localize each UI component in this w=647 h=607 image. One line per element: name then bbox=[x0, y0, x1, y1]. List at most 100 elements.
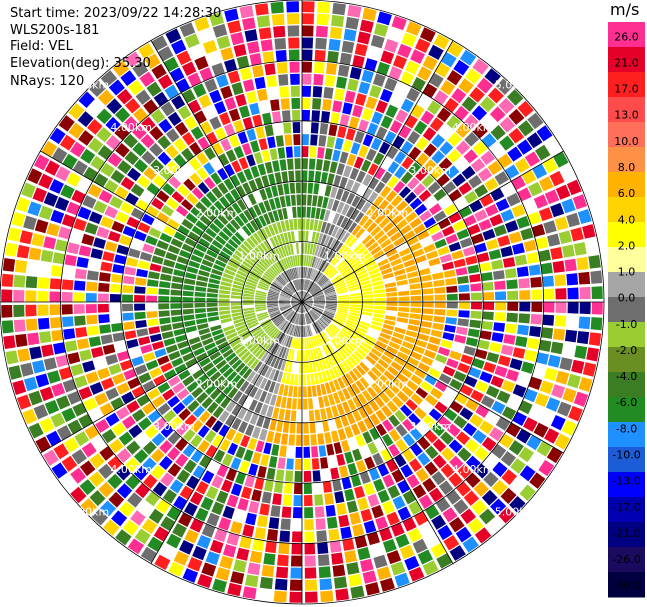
velocity-gate bbox=[238, 267, 250, 275]
velocity-gate bbox=[270, 265, 279, 276]
velocity-gate bbox=[158, 295, 170, 302]
velocity-gate bbox=[91, 509, 109, 526]
velocity-gate bbox=[268, 517, 280, 530]
velocity-gate bbox=[29, 346, 43, 360]
velocity-gate bbox=[382, 272, 394, 280]
velocity-gate bbox=[267, 306, 279, 310]
velocity-gate bbox=[259, 100, 270, 113]
velocity-gate bbox=[271, 444, 280, 456]
velocity-gate bbox=[441, 225, 455, 237]
range-ring-label: 2.00km bbox=[367, 377, 409, 390]
velocity-gate bbox=[470, 283, 482, 292]
velocity-gate bbox=[292, 206, 297, 218]
velocity-gate bbox=[469, 413, 484, 428]
colorbar-tick-label: -10.0 bbox=[612, 448, 640, 461]
velocity-gate bbox=[180, 198, 194, 211]
velocity-gate bbox=[346, 254, 357, 264]
velocity-gate bbox=[173, 231, 187, 242]
velocity-gate bbox=[362, 133, 374, 147]
velocity-gate bbox=[542, 314, 555, 326]
velocity-gate bbox=[47, 370, 61, 384]
velocity-gate bbox=[342, 344, 353, 355]
velocity-gate bbox=[204, 78, 218, 93]
velocity-gate bbox=[303, 458, 311, 470]
velocity-gate bbox=[388, 443, 401, 457]
velocity-gate bbox=[286, 270, 292, 281]
velocity-gate bbox=[271, 111, 282, 124]
velocity-gate bbox=[479, 262, 492, 272]
velocity-gate bbox=[391, 15, 407, 31]
velocity-gate bbox=[572, 194, 588, 210]
velocity-gate bbox=[308, 311, 316, 322]
velocity-gate bbox=[201, 259, 214, 268]
velocity-gate bbox=[317, 274, 326, 284]
velocity-gate bbox=[212, 23, 228, 38]
velocity-gate bbox=[211, 328, 224, 337]
velocity-gate bbox=[361, 311, 373, 317]
velocity-gate bbox=[171, 275, 184, 284]
velocity-gate bbox=[291, 361, 296, 373]
velocity-gate bbox=[474, 527, 492, 544]
velocity-gate bbox=[431, 423, 445, 437]
velocity-gate bbox=[344, 426, 354, 439]
velocity-gate bbox=[277, 147, 286, 159]
velocity-gate bbox=[75, 326, 88, 338]
velocity-gate bbox=[323, 286, 334, 292]
velocity-gate bbox=[302, 302, 310, 311]
velocity-gate bbox=[244, 423, 255, 437]
velocity-gate bbox=[115, 143, 130, 158]
velocity-gate bbox=[107, 230, 121, 243]
velocity-gate bbox=[303, 279, 306, 291]
colorbar-tick-label: 13.0 bbox=[614, 109, 639, 122]
velocity-gate bbox=[397, 312, 409, 318]
velocity-gate bbox=[285, 146, 293, 158]
velocity-gate bbox=[105, 387, 120, 401]
velocity-gate bbox=[322, 331, 330, 342]
velocity-gate bbox=[533, 422, 549, 438]
velocity-gate bbox=[390, 522, 405, 537]
velocity-gate bbox=[161, 204, 174, 217]
velocity-gate bbox=[306, 337, 310, 349]
velocity-gate bbox=[23, 215, 37, 231]
velocity-gate bbox=[446, 293, 458, 301]
velocity-gate bbox=[324, 265, 334, 275]
velocity-gate bbox=[236, 171, 247, 184]
velocity-gate bbox=[248, 463, 259, 476]
velocity-gate bbox=[265, 325, 276, 334]
velocity-gate bbox=[66, 172, 81, 187]
velocity-gate bbox=[254, 526, 267, 540]
velocity-gate bbox=[369, 324, 382, 332]
velocity-gate bbox=[74, 280, 86, 291]
velocity-gate bbox=[512, 242, 525, 255]
velocity-gate bbox=[185, 272, 197, 280]
velocity-gate bbox=[62, 153, 78, 170]
velocity-gate bbox=[158, 310, 170, 318]
velocity-gate bbox=[309, 337, 315, 348]
velocity-gate bbox=[141, 518, 158, 535]
velocity-gate bbox=[304, 279, 308, 291]
velocity-gate bbox=[253, 232, 262, 244]
velocity-gate bbox=[170, 303, 182, 309]
velocity-gate bbox=[497, 235, 511, 247]
velocity-gate bbox=[490, 124, 506, 141]
velocity-gate bbox=[392, 378, 405, 390]
velocity-gate bbox=[340, 526, 352, 540]
velocity-gate bbox=[240, 351, 251, 361]
velocity-gate bbox=[510, 458, 526, 474]
velocity-gate bbox=[205, 415, 217, 429]
velocity-gate bbox=[240, 486, 252, 500]
velocity-gate bbox=[257, 244, 266, 256]
velocity-gate bbox=[268, 308, 280, 313]
velocity-gate bbox=[550, 202, 565, 218]
velocity-gate bbox=[137, 260, 150, 270]
velocity-gate bbox=[298, 313, 301, 325]
velocity-gate bbox=[402, 433, 416, 447]
velocity-gate bbox=[302, 122, 310, 134]
velocity-gate bbox=[106, 98, 123, 115]
velocity-gate bbox=[255, 295, 267, 299]
velocity-gate bbox=[423, 243, 436, 254]
velocity-gate bbox=[268, 289, 280, 295]
velocity-gate bbox=[297, 398, 302, 410]
velocity-gate bbox=[349, 512, 362, 525]
azimuth-spoke bbox=[301, 301, 564, 454]
